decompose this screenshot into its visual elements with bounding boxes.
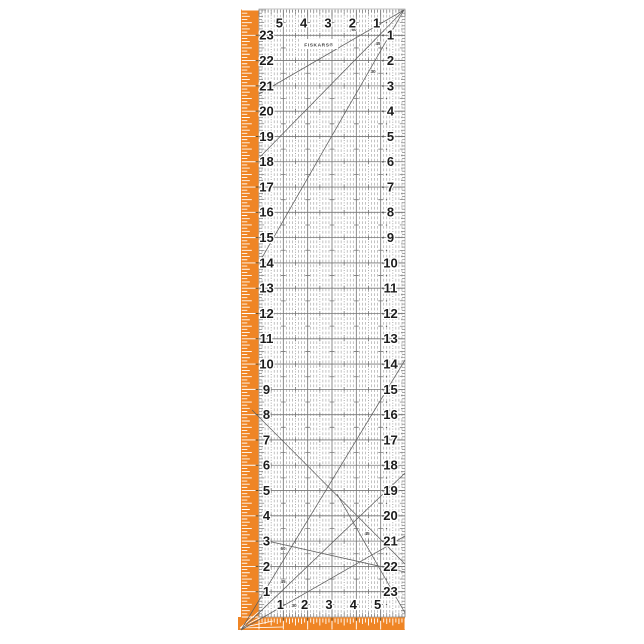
- scale-numbers: 2322212019181716151413121110987654321123…: [258, 14, 400, 613]
- right-scale-number: 5: [387, 129, 394, 144]
- right-scale-number: 19: [383, 483, 397, 498]
- diagonal-lines: [240, 9, 406, 631]
- right-scale-number: 2: [387, 53, 394, 68]
- right-scale-number: 15: [383, 382, 397, 397]
- top-scale-number: 5: [276, 16, 283, 31]
- left-scale-number: 3: [263, 534, 270, 549]
- ruler-drawing: 6045304560453023222120191817161514131211…: [238, 8, 406, 631]
- right-scale-number: 10: [383, 255, 397, 270]
- tiny-markers: [382, 22, 388, 606]
- angle-label: 45: [364, 531, 370, 536]
- left-scale-number: 13: [259, 281, 273, 296]
- right-scale-number: 8: [387, 205, 394, 220]
- right-scale-number: 21: [383, 534, 397, 549]
- brand-logo: FISKARS®: [300, 39, 338, 49]
- bottom-scale-number: 1: [277, 597, 284, 612]
- left-scale-number: 18: [259, 154, 273, 169]
- grid-inch-lines: [259, 10, 405, 617]
- top-scale-number: 3: [324, 16, 331, 31]
- left-scale-number: 17: [259, 179, 273, 194]
- right-scale-number: 3: [387, 78, 394, 93]
- angle-label: 60: [351, 27, 357, 32]
- left-scale-number: 21: [259, 78, 273, 93]
- half-inch-cross-ticks: [270, 22, 394, 605]
- right-scale-number: 1: [387, 28, 394, 43]
- half-inch-markers: [382, 22, 388, 606]
- quilting-ruler: 6045304560453023222120191817161514131211…: [238, 8, 406, 631]
- right-scale-number: 9: [387, 230, 394, 245]
- left-scale-number: 10: [259, 356, 273, 371]
- right-scale-number: 13: [383, 331, 397, 346]
- quilting-ruler-image: 60 45 30 45 60 45 30 23 22 21 20 19 18 17 16 15 14 13 12 11…: [237, 8, 409, 636]
- bottom-scale-number: 5: [374, 597, 381, 612]
- brand-backplate: [300, 39, 338, 49]
- angle-label: 45: [280, 579, 286, 584]
- left-scale-number: 22: [259, 53, 273, 68]
- corner-miter-lines: [239, 607, 284, 629]
- angle-label: 60: [280, 546, 286, 551]
- left-scale-number: 16: [259, 205, 273, 220]
- left-scale-number: 2: [263, 559, 270, 574]
- left-scale-number: 14: [259, 255, 274, 270]
- left-scale-number: 20: [259, 104, 273, 119]
- left-scale-number: 4: [263, 508, 271, 523]
- right-scale-number: 22: [383, 559, 397, 574]
- strip-inch-marks: [255, 34, 382, 621]
- right-scale-number: 7: [387, 179, 394, 194]
- right-scale-number: 4: [387, 104, 395, 119]
- edge-tick-marks: [258, 9, 406, 618]
- left-scale-number: 19: [259, 129, 273, 144]
- left-scale-number: 23: [259, 28, 273, 43]
- left-scale-number: 11: [260, 331, 274, 346]
- right-scale-number: 14: [383, 356, 398, 371]
- right-scale-number: 16: [383, 407, 397, 422]
- right-scale-number: 18: [383, 458, 397, 473]
- right-scale-number: 23: [383, 584, 397, 599]
- bottom-scale-number: 3: [325, 597, 332, 612]
- left-scale-number: 9: [263, 382, 270, 397]
- edge-ticks: [258, 9, 406, 618]
- right-scale-number: 20: [383, 508, 397, 523]
- right-scale-number: 11: [384, 281, 398, 296]
- orange-edges: [238, 9, 406, 630]
- angle-lines: [240, 9, 406, 631]
- angle-label: 45: [375, 41, 381, 46]
- left-strip-ticks: [241, 9, 259, 618]
- top-scale-number: 1: [373, 16, 380, 31]
- top-scale-number: 2: [349, 16, 356, 31]
- bottom-scale-number: 2: [301, 597, 308, 612]
- right-scale-number: 17: [383, 432, 397, 447]
- left-scale-number: 15: [259, 230, 273, 245]
- angle-label: 30: [370, 69, 376, 74]
- top-scale-number: 4: [300, 16, 308, 31]
- left-scale-number: 12: [259, 306, 273, 321]
- bottom-scale-number: 4: [350, 597, 358, 612]
- angle-labels: 60 45 30 45 60 45 30: [280, 26, 382, 608]
- right-scale-number: 12: [383, 306, 397, 321]
- brand-label: FISKARS®: [304, 42, 333, 49]
- left-scale-number: 1: [263, 584, 270, 599]
- left-scale-number: 6: [263, 458, 270, 473]
- left-scale-number: 5: [263, 483, 270, 498]
- angle-label: 30: [291, 603, 297, 608]
- horizontal-inch-lines: [259, 34, 405, 593]
- left-scale-number: 7: [263, 432, 270, 447]
- right-scale-number: 6: [387, 154, 394, 169]
- left-scale-number: 8: [263, 407, 270, 422]
